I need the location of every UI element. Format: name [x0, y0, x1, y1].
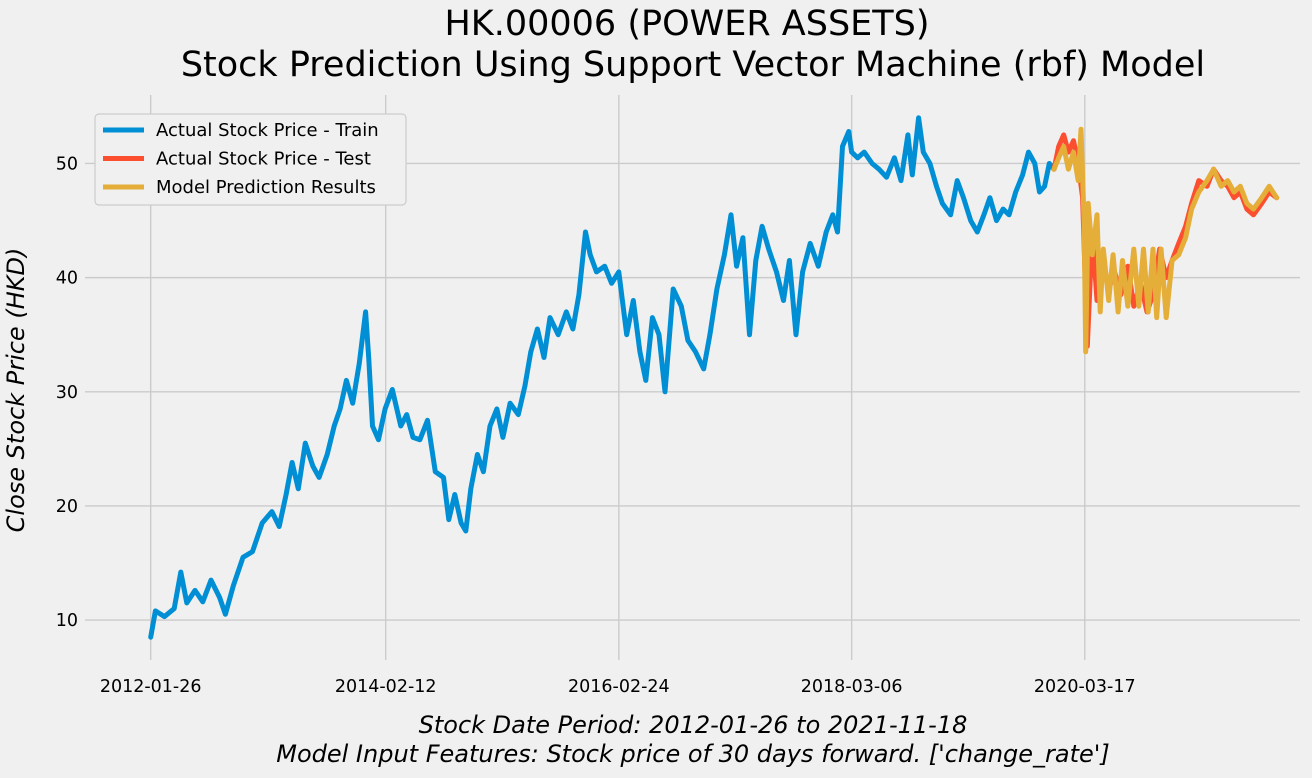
series-line-model-prediction-results — [1051, 126, 1280, 355]
x-tick-label: 2018-03-06 — [801, 677, 903, 697]
y-tick-label: 10 — [56, 611, 78, 631]
legend-label: Actual Stock Price - Train — [156, 120, 379, 141]
series-line-actual-stock-price-train — [148, 115, 1057, 640]
x-axis-label: Stock Date Period: 2012-01-26 to 2021-11… — [276, 711, 1110, 768]
x-axis-ticks: 2012-01-26 2014-02-12 2016-02-24 2018-03-06… — [100, 677, 1136, 697]
series-lines — [148, 115, 1280, 640]
x-tick-label: 2016-02-24 — [568, 677, 670, 697]
x-axis-label-line-1: Stock Date Period: 2012-01-26 to 2021-11… — [419, 711, 968, 739]
y-tick-label: 50 — [56, 154, 78, 174]
legend: Actual Stock Price - Train Actual Stock P… — [94, 113, 407, 206]
legend-frame — [94, 113, 407, 206]
chart-title-line-2: Stock Prediction Using Support Vector Ma… — [181, 45, 1205, 85]
legend-label: Actual Stock Price - Test — [156, 149, 371, 170]
x-tick-label: 2014-02-12 — [335, 677, 437, 697]
x-tick-label: 2012-01-26 — [100, 677, 202, 697]
x-tick-label: 2020-03-17 — [1034, 677, 1136, 697]
chart-title: HK.00006 (POWER ASSETS) Stock Prediction… — [181, 4, 1205, 85]
legend-label: Model Prediction Results — [156, 177, 376, 198]
y-tick-label: 30 — [56, 383, 78, 403]
y-tick-label: 20 — [56, 497, 78, 517]
y-axis-label: Close Stock Price (HKD) — [2, 248, 30, 533]
y-axis-ticks: 10 20 30 40 50 — [56, 154, 78, 631]
y-tick-label: 40 — [56, 269, 78, 289]
chart-title-line-1: HK.00006 (POWER ASSETS) — [444, 4, 929, 44]
x-axis-label-line-2: Model Input Features: Stock price of 30 … — [276, 740, 1110, 768]
